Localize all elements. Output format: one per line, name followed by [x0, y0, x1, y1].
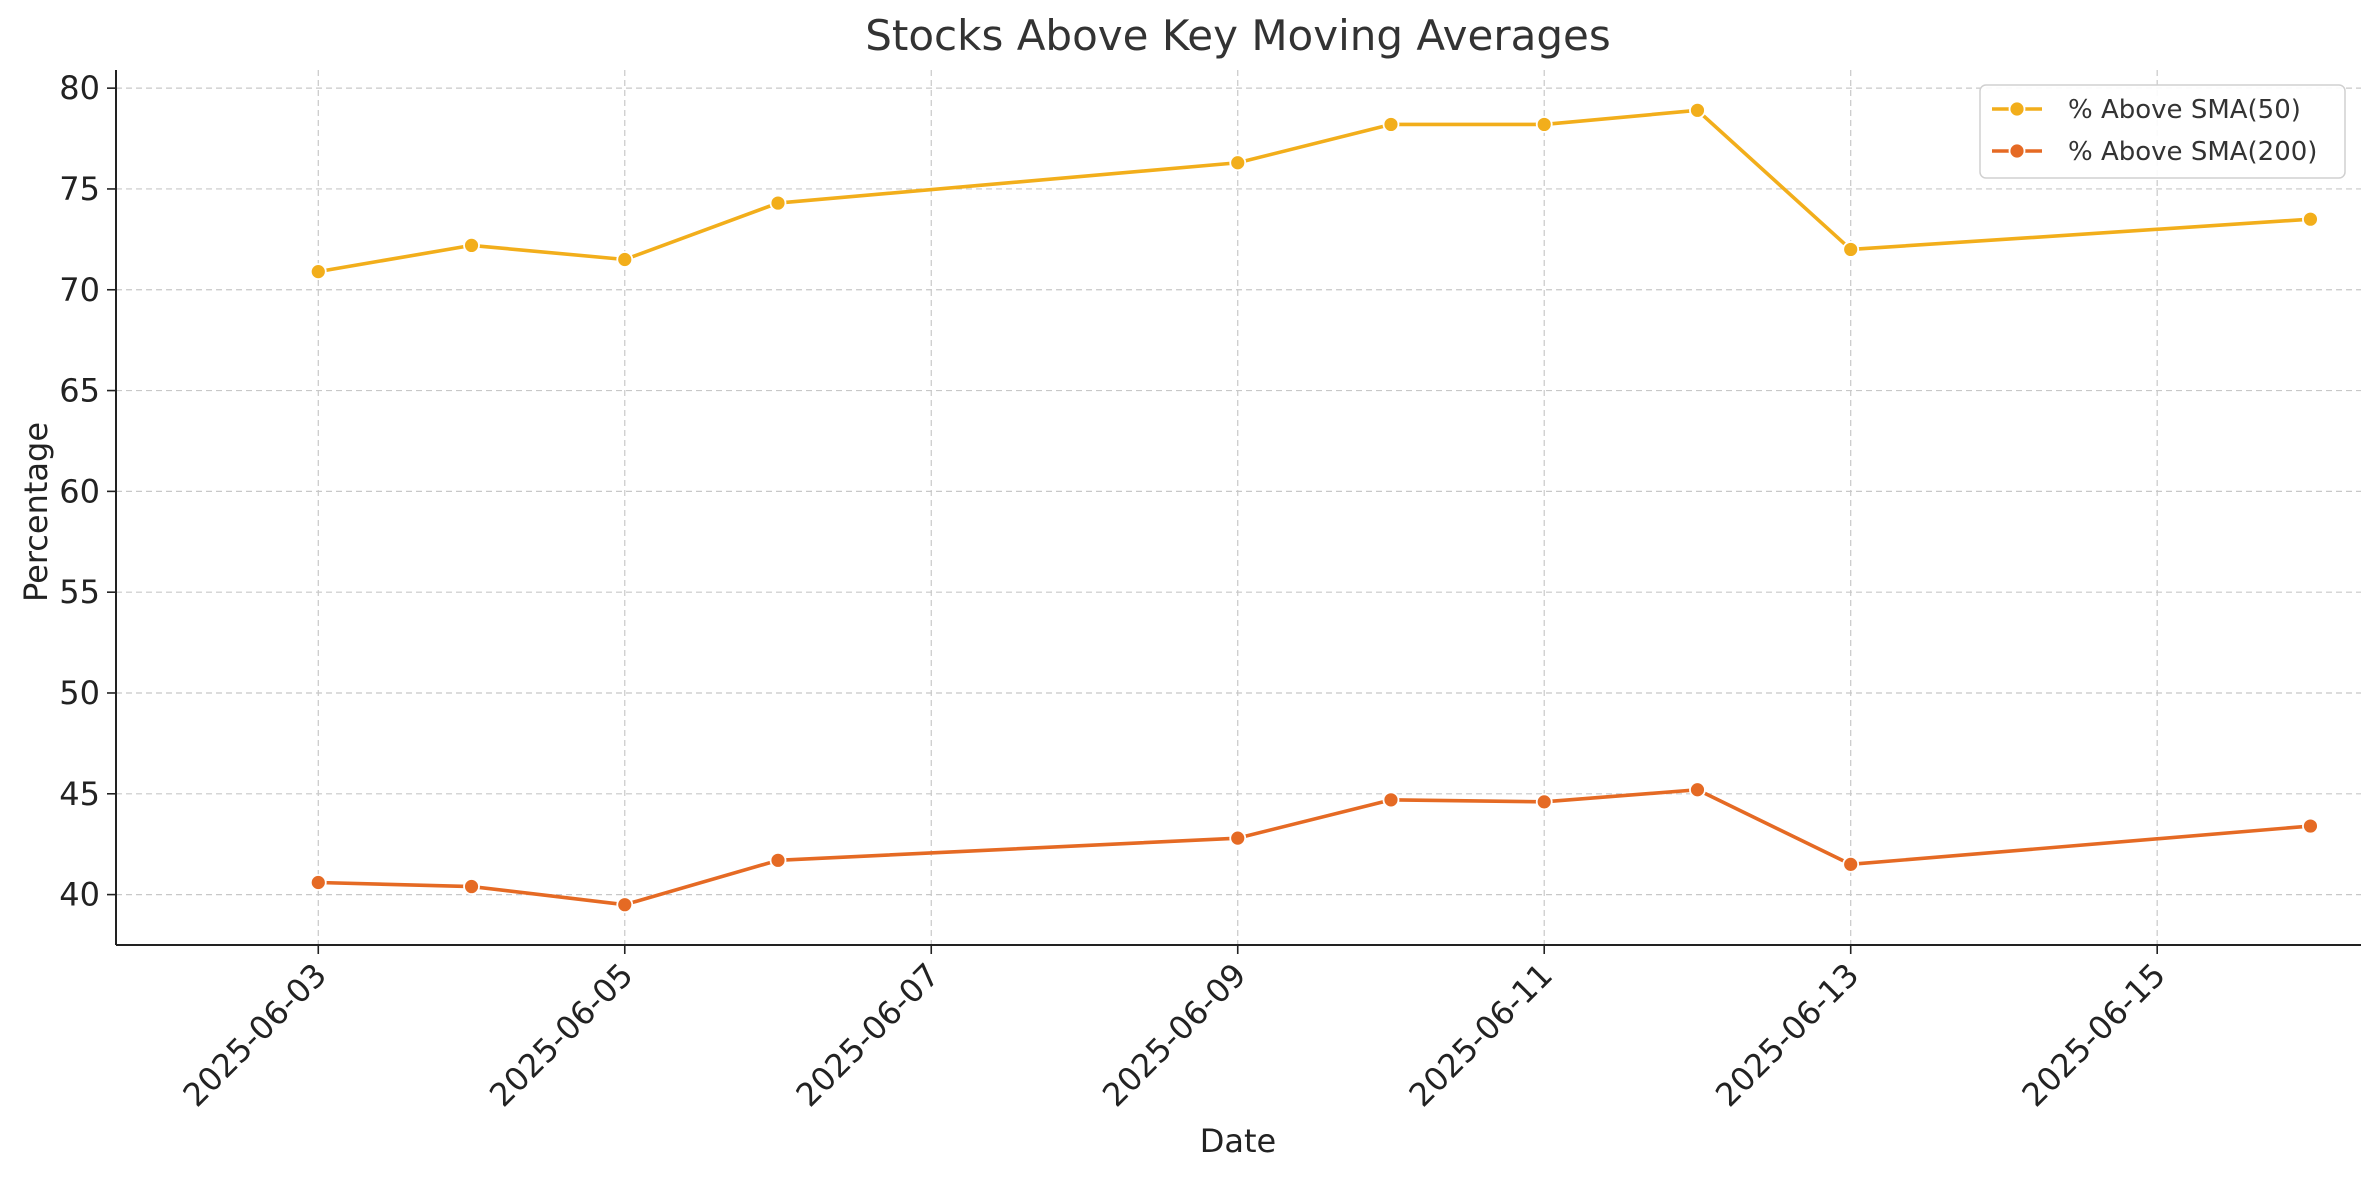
- x-tick-label: 2025-06-13: [1708, 956, 1866, 1114]
- data-point: [463, 237, 480, 254]
- data-point: [1382, 116, 1400, 133]
- data-point: [1689, 781, 1706, 799]
- data-point: [1535, 116, 1553, 133]
- y-axis-label: Percentage: [17, 422, 55, 602]
- legend: % Above SMA(50) % Above SMA(200): [1979, 84, 2346, 179]
- x-tick-label: 2025-06-11: [1402, 956, 1560, 1114]
- y-tick-label: 75: [59, 170, 100, 208]
- data-point: [2302, 210, 2319, 228]
- x-tick-label: 2025-06-07: [789, 956, 947, 1114]
- data-point: [1842, 241, 1860, 258]
- data-point: [1229, 829, 1247, 847]
- y-tick-label: 50: [59, 674, 100, 712]
- data-point: [1382, 791, 1400, 809]
- legend-box: [1979, 84, 2346, 179]
- data-point: [2302, 817, 2319, 835]
- series-layer: [309, 101, 2319, 914]
- y-tick-label: 40: [59, 876, 100, 914]
- data-point: [1842, 855, 1860, 873]
- y-tick-label: 70: [59, 271, 100, 309]
- x-tick-label: 2025-06-03: [176, 956, 334, 1114]
- series-line-1: [316, 108, 2313, 274]
- data-point: [1689, 101, 1706, 119]
- y-tick-label: 55: [59, 573, 100, 611]
- data-point: [616, 896, 634, 914]
- data-point: [616, 251, 634, 268]
- grid: [116, 70, 2361, 945]
- series-line-2: [316, 787, 2313, 907]
- y-tick-label: 45: [59, 775, 100, 813]
- data-point: [463, 878, 480, 895]
- legend-label: % Above SMA(200): [2068, 137, 2317, 167]
- data-point: [309, 263, 327, 281]
- legend-marker: [2008, 142, 2026, 160]
- data-point: [309, 874, 327, 891]
- x-tick-label: 2025-06-15: [2014, 956, 2172, 1114]
- x-tick-label: 2025-06-09: [1095, 956, 1253, 1114]
- y-tick-label: 60: [59, 472, 100, 510]
- y-tick-label: 80: [59, 69, 100, 107]
- x-axis-label: Date: [1200, 1122, 1276, 1160]
- data-point: [769, 194, 787, 212]
- x-tick-label: 2025-06-05: [482, 956, 640, 1114]
- data-point: [769, 851, 787, 869]
- data-point: [1229, 154, 1247, 172]
- legend-label: % Above SMA(50): [2068, 95, 2301, 125]
- y-tick-label: 65: [59, 372, 100, 410]
- chart-title: Stocks Above Key Moving Averages: [865, 11, 1611, 60]
- data-point: [1535, 793, 1553, 811]
- legend-marker: [2008, 100, 2026, 118]
